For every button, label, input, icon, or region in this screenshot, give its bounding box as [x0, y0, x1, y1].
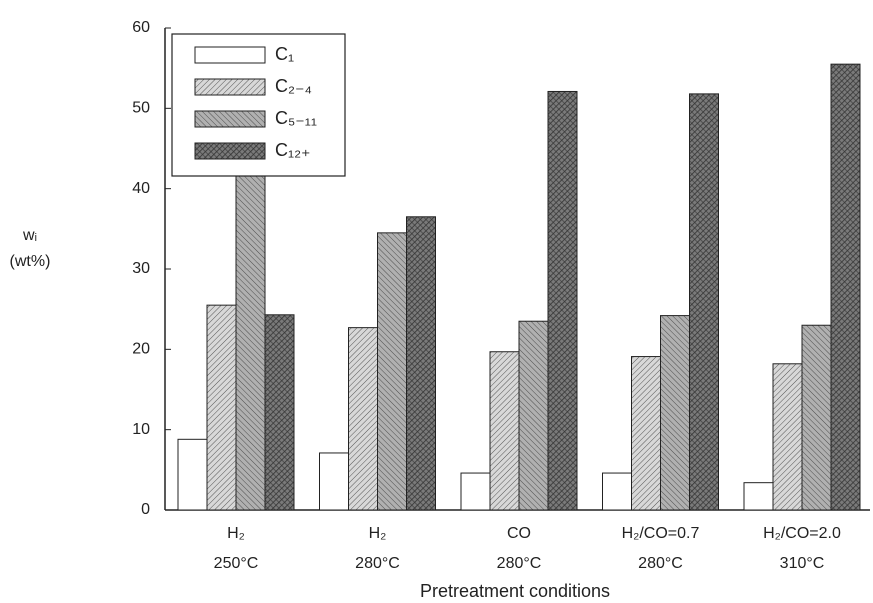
x-tick-label: 280°C: [355, 555, 400, 572]
bar: [548, 91, 577, 510]
bar: [519, 321, 548, 510]
legend-swatch: [195, 143, 265, 159]
y-tick-label: 50: [132, 100, 150, 117]
bar: [178, 439, 207, 510]
y-axis-label: (wt%): [10, 253, 51, 270]
bar: [831, 64, 860, 510]
legend-swatch: [195, 111, 265, 127]
bar: [407, 217, 436, 510]
bar: [461, 473, 490, 510]
bar: [265, 315, 294, 510]
bar: [320, 453, 349, 510]
y-tick-label: 10: [132, 421, 150, 438]
bar: [378, 233, 407, 510]
chart: wᵢ (wt%) Pretreatment conditions 0 10 20 30…: [0, 0, 873, 603]
bar: [490, 352, 519, 510]
x-tick-label: H₂/CO=2.0: [763, 525, 841, 542]
legend-swatch: [195, 47, 265, 63]
bar: [349, 328, 378, 510]
bar: [236, 175, 265, 510]
x-tick-label: 310°C: [780, 555, 825, 572]
x-axis-label: Pretreatment conditions: [420, 581, 610, 601]
bar: [802, 325, 831, 510]
bar: [207, 305, 236, 510]
x-tick-label: 280°C: [497, 555, 542, 572]
legend-label: C₁₂₊: [275, 140, 311, 160]
bar: [603, 473, 632, 510]
y-tick-label: 0: [141, 501, 150, 518]
legend-label: C₅₋₁₁: [275, 108, 317, 128]
x-tick-label: H₂: [369, 525, 387, 542]
x-tick-label: H₂: [227, 525, 245, 542]
legend-label: C₂₋₄: [275, 76, 312, 96]
bar: [632, 357, 661, 510]
x-tick-label: 280°C: [638, 555, 683, 572]
bar: [744, 483, 773, 510]
y-tick-label: 40: [132, 180, 150, 197]
y-tick-label: 20: [132, 341, 150, 358]
legend-label: C₁: [275, 44, 294, 64]
legend-swatch: [195, 79, 265, 95]
bar: [690, 94, 719, 510]
bar: [661, 316, 690, 510]
y-axis-label: wᵢ: [22, 227, 37, 244]
x-tick-label: CO: [507, 525, 531, 542]
y-tick-label: 30: [132, 260, 150, 277]
x-tick-label: 250°C: [214, 555, 259, 572]
bar: [773, 364, 802, 510]
x-tick-label: H₂/CO=0.7: [622, 525, 700, 542]
y-tick-label: 60: [132, 19, 150, 36]
